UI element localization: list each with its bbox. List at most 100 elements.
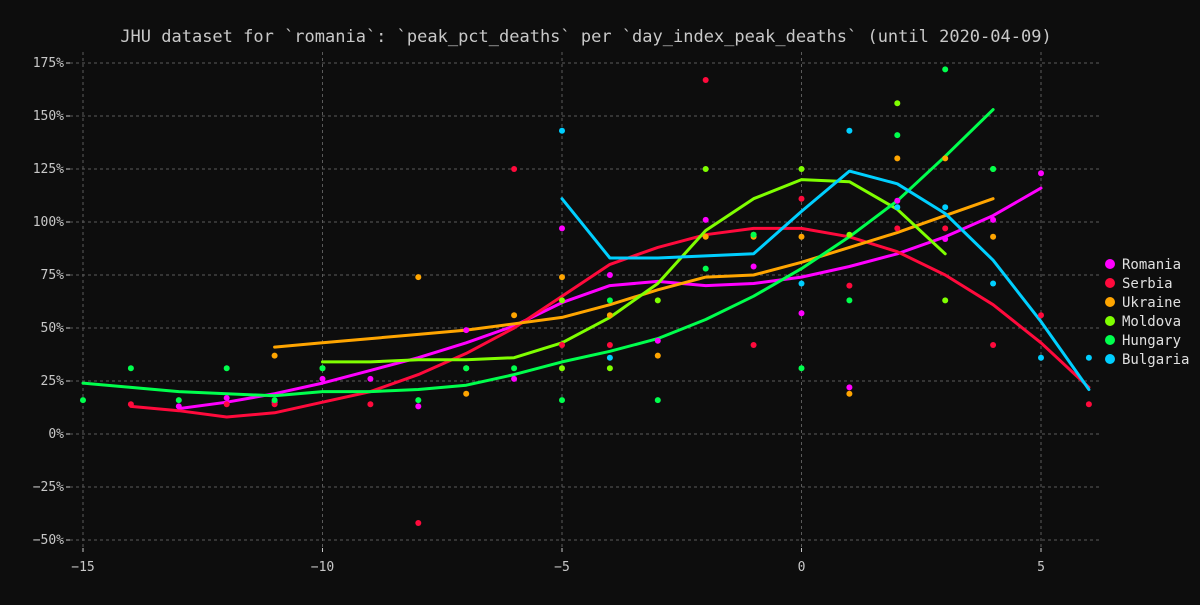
legend-item-romania: Romania xyxy=(1105,257,1181,273)
data-point-moldova xyxy=(654,297,661,304)
x-tick-label: −15 xyxy=(71,560,94,575)
data-point-bulgaria xyxy=(606,354,613,361)
data-point-romania xyxy=(175,403,182,410)
chart-title: JHU dataset for `romania`: `peak_pct_dea… xyxy=(120,27,1051,47)
data-point-romania xyxy=(846,384,853,391)
data-point-romania xyxy=(942,236,949,242)
data-point-romania xyxy=(750,263,757,270)
data-point-romania xyxy=(654,337,661,344)
data-point-hungary xyxy=(990,166,997,172)
data-point-hungary xyxy=(271,397,278,404)
series-line-moldova xyxy=(321,178,947,364)
data-point-serbia xyxy=(798,195,805,202)
data-point-serbia xyxy=(846,282,853,289)
data-point-serbia xyxy=(942,225,949,232)
data-point-ukraine xyxy=(511,312,518,319)
data-point-romania xyxy=(319,375,326,382)
data-point-ukraine xyxy=(702,233,709,240)
data-point-bulgaria xyxy=(1085,354,1092,361)
data-point-bulgaria xyxy=(990,280,997,287)
data-point-moldova xyxy=(606,365,613,372)
data-point-serbia xyxy=(990,342,997,348)
data-point-romania xyxy=(606,272,613,278)
series-line-serbia xyxy=(129,226,1091,419)
y-tick-label: 0% xyxy=(48,427,64,442)
y-tick-label: 125% xyxy=(33,162,64,177)
series-line-bulgaria xyxy=(560,169,1091,391)
data-point-serbia xyxy=(223,401,230,408)
data-point-romania xyxy=(367,375,374,382)
data-point-romania xyxy=(511,375,518,382)
plot-area xyxy=(80,66,1092,526)
series-line-romania xyxy=(177,186,1043,411)
x-tick-label: −5 xyxy=(554,560,570,575)
points-ukraine xyxy=(271,155,997,397)
data-point-hungary xyxy=(606,297,613,304)
points-serbia xyxy=(127,77,1092,526)
data-point-ukraine xyxy=(606,312,613,319)
series-ukraine xyxy=(273,197,995,349)
points-hungary xyxy=(80,66,997,404)
y-tick-label: 150% xyxy=(33,109,64,124)
legend-item-serbia: Serbia xyxy=(1105,276,1173,292)
data-point-moldova xyxy=(894,100,901,107)
series-line-ukraine xyxy=(273,197,995,349)
data-point-serbia xyxy=(1038,312,1044,319)
data-point-hungary xyxy=(559,397,565,404)
legend-item-moldova: Moldova xyxy=(1105,314,1181,330)
data-point-hungary xyxy=(319,365,326,372)
data-point-hungary xyxy=(654,397,661,404)
x-tick-label: 5 xyxy=(1037,560,1045,575)
legend-label: Ukraine xyxy=(1122,295,1181,311)
data-point-serbia xyxy=(127,401,134,408)
points-bulgaria xyxy=(559,127,1092,361)
series-bulgaria xyxy=(560,169,1091,391)
data-point-bulgaria xyxy=(846,127,853,134)
data-point-serbia xyxy=(894,225,901,232)
points-romania xyxy=(175,170,1044,410)
legend-label: Moldova xyxy=(1122,314,1181,330)
data-point-serbia xyxy=(559,342,565,348)
data-point-serbia xyxy=(511,166,518,172)
data-point-bulgaria xyxy=(1038,354,1044,361)
data-point-bulgaria xyxy=(559,127,565,134)
legend-marker xyxy=(1105,297,1115,307)
data-point-bulgaria xyxy=(942,204,949,211)
axes: −50% −25% 0% 25% 50% 75% 100% 125% 150% 175% −15 −1… xyxy=(33,56,1045,575)
data-point-serbia xyxy=(415,520,422,526)
y-tick-label: −25% xyxy=(33,480,64,495)
y-tick-label: 75% xyxy=(41,268,65,283)
data-point-romania xyxy=(1038,170,1044,177)
data-point-ukraine xyxy=(990,233,997,240)
series-serbia xyxy=(129,226,1091,419)
data-point-ukraine xyxy=(463,390,470,397)
data-point-hungary xyxy=(702,265,709,272)
data-point-serbia xyxy=(1085,401,1092,408)
y-tick-label: −50% xyxy=(33,533,64,548)
data-point-ukraine xyxy=(271,352,278,359)
data-point-serbia xyxy=(606,342,613,348)
legend-marker xyxy=(1105,354,1115,364)
data-point-serbia xyxy=(702,77,709,83)
legend-label: Hungary xyxy=(1122,333,1181,349)
data-point-hungary xyxy=(80,397,86,404)
data-point-hungary xyxy=(223,365,230,372)
data-point-ukraine xyxy=(846,390,853,397)
data-point-romania xyxy=(559,225,565,232)
data-point-hungary xyxy=(415,397,422,404)
data-point-moldova xyxy=(559,297,565,304)
data-point-moldova xyxy=(702,166,709,172)
data-point-ukraine xyxy=(798,233,805,240)
series-moldova xyxy=(321,178,947,364)
legend-marker xyxy=(1105,316,1115,326)
data-point-hungary xyxy=(942,66,949,73)
data-point-moldova xyxy=(942,297,949,304)
data-point-hungary xyxy=(463,365,470,372)
data-point-romania xyxy=(894,197,901,204)
legend-item-ukraine: Ukraine xyxy=(1105,295,1181,311)
series-hungary xyxy=(81,108,995,398)
data-point-hungary xyxy=(175,397,182,404)
data-point-ukraine xyxy=(415,274,422,281)
